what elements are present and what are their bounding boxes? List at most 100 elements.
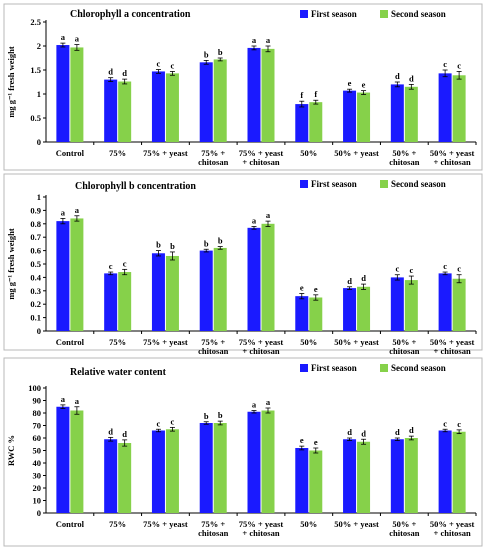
- y-tick-label: 40: [33, 458, 42, 468]
- category-label: 75% + yeast: [239, 337, 284, 347]
- significance-letter: a: [75, 34, 80, 44]
- significance-letter: c: [157, 59, 161, 69]
- significance-letter: c: [171, 416, 175, 426]
- category-label: chitosan: [198, 528, 229, 538]
- bar-second-season: [404, 438, 418, 513]
- category-label: chitosan: [389, 528, 420, 538]
- bar-first-season: [295, 104, 309, 142]
- y-tick-label: 20: [33, 483, 42, 493]
- y-tick-label: 2.5: [30, 17, 41, 27]
- category-label: 75% + yeast: [143, 519, 188, 529]
- category-label: 75% + yeast: [239, 148, 284, 158]
- bar-second-season: [213, 247, 227, 331]
- significance-letter: c: [443, 261, 447, 271]
- category-label: 50% +: [392, 148, 416, 158]
- category-label: + chitosan: [242, 528, 279, 538]
- y-tick-label: 70: [33, 421, 42, 431]
- bar-first-season: [247, 47, 261, 142]
- bar-second-season: [261, 223, 275, 331]
- y-tick-label: 0: [37, 137, 41, 147]
- bar-second-season: [70, 218, 84, 331]
- bar-second-season: [357, 92, 371, 142]
- bar-second-season: [118, 81, 132, 142]
- bar-first-season: [438, 73, 452, 142]
- y-tick-label: 2: [37, 41, 41, 51]
- category-label: 50% +: [392, 519, 416, 529]
- category-label: 75%: [109, 519, 126, 529]
- bar-first-season: [56, 45, 70, 142]
- y-tick-label: 0.7: [30, 232, 41, 242]
- significance-letter: b: [204, 238, 209, 248]
- bar-second-season: [452, 431, 466, 513]
- category-label: 50%: [300, 519, 317, 529]
- bar-second-season: [309, 102, 323, 142]
- significance-letter: c: [109, 261, 113, 271]
- y-tick-label: 0.2: [30, 299, 41, 309]
- significance-letter: c: [457, 60, 461, 70]
- bar-second-season: [357, 441, 371, 513]
- bar-second-season: [70, 47, 84, 142]
- y-tick-label: 80: [33, 408, 42, 418]
- y-axis-label: mg g⁻¹ fresh weight: [6, 46, 16, 117]
- significance-letter: e: [348, 78, 352, 88]
- category-label: 75% +: [201, 519, 225, 529]
- category-label: + chitosan: [242, 346, 279, 356]
- category-label: 50% + yeast: [430, 148, 475, 158]
- significance-letter: b: [218, 410, 223, 420]
- category-label: 50% + yeast: [334, 337, 379, 347]
- bar-first-season: [151, 71, 165, 142]
- chart-panel-3: Relative water content RWC % 0 10 20 30 40 50 60…: [3, 357, 483, 547]
- bar-first-season: [199, 62, 213, 142]
- bar-first-season: [438, 430, 452, 513]
- significance-letter: a: [61, 32, 66, 42]
- significance-letter: e: [300, 435, 304, 445]
- bar-first-season: [104, 79, 118, 142]
- significance-letter: d: [122, 429, 127, 439]
- category-label: chitosan: [389, 157, 420, 167]
- category-label: 75%: [109, 337, 126, 347]
- category-label: chitosan: [389, 346, 420, 356]
- significance-letter: a: [266, 35, 271, 45]
- bar-first-season: [199, 423, 213, 513]
- y-tick-label: 100: [28, 383, 41, 393]
- significance-letter: a: [252, 215, 257, 225]
- chart-panel-2: Chlorophyll b concentration mg g⁻¹ fresh …: [3, 173, 483, 356]
- bar-second-season: [357, 286, 371, 331]
- significance-letter: e: [314, 437, 318, 447]
- chart-panel-1: Chlorophyll a concentration mg g⁻¹ fresh …: [3, 3, 483, 171]
- significance-letter: f: [314, 89, 317, 99]
- significance-letter: c: [457, 419, 461, 429]
- bar-first-season: [295, 448, 309, 513]
- y-tick-label: 1: [37, 89, 41, 99]
- bar-second-season: [165, 73, 179, 142]
- legend-swatch: [300, 180, 308, 188]
- significance-letter: e: [362, 80, 366, 90]
- bar-first-season: [343, 288, 357, 331]
- bar-first-season: [438, 273, 452, 331]
- bar-first-season: [390, 277, 404, 331]
- bar-first-season: [104, 273, 118, 331]
- bar-second-season: [213, 59, 227, 142]
- y-tick-label: 0: [37, 508, 41, 518]
- significance-letter: b: [218, 236, 223, 246]
- significance-letter: b: [170, 241, 175, 251]
- category-label: + chitosan: [434, 346, 471, 356]
- y-tick-label: 0: [37, 326, 41, 336]
- y-tick-label: 60: [33, 433, 42, 443]
- y-tick-label: 0.8: [30, 219, 41, 229]
- significance-letter: b: [218, 47, 223, 57]
- category-label: 50% + yeast: [334, 148, 379, 158]
- category-label: Control: [56, 148, 85, 158]
- significance-letter: d: [409, 425, 414, 435]
- chart-title: Relative water content: [70, 367, 167, 378]
- y-tick-label: 0.4: [30, 272, 41, 282]
- bar-second-season: [118, 272, 132, 331]
- significance-letter: d: [409, 73, 414, 83]
- bar-second-season: [452, 278, 466, 331]
- bar-first-season: [295, 296, 309, 331]
- significance-letter: a: [252, 35, 257, 45]
- significance-letter: c: [457, 264, 461, 274]
- y-tick-label: 0.6: [30, 246, 41, 256]
- legend-swatch: [300, 10, 308, 18]
